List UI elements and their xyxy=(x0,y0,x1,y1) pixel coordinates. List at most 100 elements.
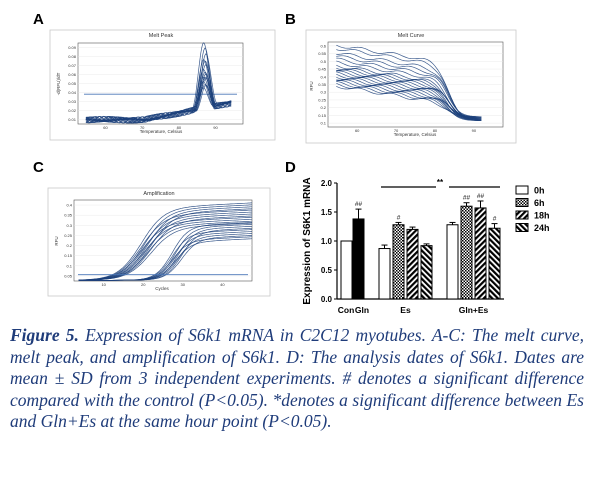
panel-d-legend-label: 24h xyxy=(534,223,550,233)
panel-b-ytick-label: 0.4 xyxy=(320,74,326,79)
panel-d-sig-label: ** xyxy=(437,178,444,187)
panel-b-ytick-label: 0.15 xyxy=(318,113,327,118)
panel-d-bar xyxy=(460,205,473,300)
panel-b-ylabel: RFU xyxy=(309,81,314,90)
panel-a-curve xyxy=(85,73,232,124)
panel-d-bar xyxy=(488,227,501,300)
panel-b-curve xyxy=(336,73,482,120)
panel-d-legend-swatch xyxy=(515,198,529,207)
panel-b-xtick-label: 60 xyxy=(355,128,360,133)
panel-c-curve xyxy=(78,220,252,281)
panel-c-ytick-label: 0.3 xyxy=(66,223,72,228)
panel-d-sig-mark: ## xyxy=(477,193,485,200)
panel-d-legend-label: 18h xyxy=(534,211,550,221)
panel-b-xtick-label: 70 xyxy=(394,128,399,133)
panel-d-bar xyxy=(392,224,405,300)
panel-c-xtick-label: 10 xyxy=(101,282,106,287)
panel-b-xtick-label: 80 xyxy=(433,128,438,133)
panel-letter-c: C xyxy=(33,159,44,176)
panel-a-curve xyxy=(85,78,232,124)
caption-text: Expression of S6k1 mRNA in C2C12 myotube… xyxy=(10,325,584,431)
panel-a-xlabel: Temperature, Celsius xyxy=(140,129,183,134)
panel-b: Melt Curve 0.6 0.55 0.5 0.45 0.4 0.35 0.3 0.25 0… xyxy=(305,29,517,144)
panel-c-ytick-label: 0.05 xyxy=(64,273,73,278)
panel-c-ytick-label: 0.4 xyxy=(66,203,72,208)
panel-b-xlabel: Temperature, Celsius xyxy=(394,132,437,137)
panel-d-bar xyxy=(420,245,433,300)
panel-d-bar xyxy=(340,240,353,300)
panel-d-sig-mark: # xyxy=(397,214,401,221)
panel-d-sig-mark: # xyxy=(493,216,497,223)
panel-b-ytick-label: 0.2 xyxy=(320,105,326,110)
panel-a-ytick-label: 0.09 xyxy=(68,45,77,50)
panel-d-legend-swatch xyxy=(515,185,529,195)
panel-d-group-label: Gln xyxy=(355,305,369,315)
panel-c-curve xyxy=(78,202,252,281)
panel-c-ylabel: RFU xyxy=(54,236,59,245)
panel-d-sig-mark: ## xyxy=(355,201,363,208)
figure: A B C D Melt Peak 0.09 0.08 0.07 0.06 0.05 0.… xyxy=(33,11,550,315)
panel-a-ytick-label: 0.03 xyxy=(68,99,77,104)
panel-c-title: Amplification xyxy=(143,191,174,197)
panel-d-ytick-label: 1.0 xyxy=(321,237,333,246)
panel-a-ytick-label: 0.08 xyxy=(68,54,77,59)
panel-c-xtick-label: 20 xyxy=(141,282,146,287)
panel-a-ytick-label: 0.05 xyxy=(68,81,77,86)
panel-b-curve xyxy=(336,82,482,119)
panel-d-ytick-label: 1.5 xyxy=(321,208,333,217)
panel-c-xtick-label: 30 xyxy=(181,282,186,287)
panel-c-curve xyxy=(78,238,253,281)
panel-b-ytick-label: 0.55 xyxy=(318,51,327,56)
panel-d-legend-swatch xyxy=(515,210,529,220)
panel-a-xtick-label: 70 xyxy=(140,125,145,130)
panel-letter-a: A xyxy=(33,11,44,28)
panel-d-bar xyxy=(378,248,391,300)
panel-a-title: Melt Peak xyxy=(149,33,174,39)
panel-d-ytick-label: 2.0 xyxy=(321,179,333,188)
panel-d-sig-mark: ## xyxy=(463,195,471,202)
panel-c-curve xyxy=(78,218,253,281)
panel-d-ylabel: Expression of S6K1 mRNA xyxy=(302,177,313,304)
panel-c-xtick-label: 40 xyxy=(220,282,225,287)
panel-letter-d: D xyxy=(285,159,296,176)
panel-d-group-label: Gln+Es xyxy=(459,305,489,315)
panel-d-ytick-label: 0.5 xyxy=(321,266,333,275)
panel-c-ytick-label: 0.1 xyxy=(66,263,72,268)
panel-b-ytick-label: 0.45 xyxy=(318,67,327,72)
panel-a-curve xyxy=(85,87,232,124)
panel-a-xtick-label: 80 xyxy=(177,125,182,130)
panel-b-ytick-label: 0.35 xyxy=(318,82,327,87)
panel-c-ytick-label: 0.25 xyxy=(64,233,73,238)
panel-d-legend-swatch xyxy=(515,223,529,232)
panel-c: Amplification 0.4 0.35 0.3 0.25 0.2 0.15 0.1 0.… xyxy=(47,187,271,297)
panel-b-ytick-label: 0.5 xyxy=(320,59,326,64)
panel-b-ytick-label: 0.25 xyxy=(318,97,327,102)
panel-c-ytick-label: 0.2 xyxy=(66,243,72,248)
panel-b-xtick-label: 90 xyxy=(472,128,477,133)
panel-b-title: Melt Curve xyxy=(398,33,425,39)
panel-c-curve xyxy=(78,216,252,281)
panel-b-curve xyxy=(336,69,482,118)
panel-letter-b: B xyxy=(285,11,296,28)
panel-b-curve xyxy=(336,80,482,121)
panel-a-ytick-label: 0.04 xyxy=(68,90,77,95)
panel-b-ytick-label: 0.6 xyxy=(320,43,326,48)
panel-b-curve xyxy=(336,85,482,118)
panel-b-curve xyxy=(336,57,482,118)
panel-b-ytick-label: 0.1 xyxy=(320,121,326,126)
panel-d-group-label: Con xyxy=(338,305,355,315)
panel-a-ylabel: -d(RFU)/dT xyxy=(56,72,61,95)
panel-d-ytick-label: 0.0 xyxy=(321,295,333,304)
panel-b-ytick-label: 0.3 xyxy=(320,90,326,95)
panel-d-bar xyxy=(474,207,487,300)
panel-a-ytick-label: 0.06 xyxy=(68,72,77,77)
panel-d-legend-label: 0h xyxy=(534,186,545,196)
panel-c-ytick-label: 0.35 xyxy=(64,213,73,218)
panel-a-xtick-label: 60 xyxy=(103,125,108,130)
panel-a-ytick-label: 0.02 xyxy=(68,108,77,113)
panel-a: Melt Peak 0.09 0.08 0.07 0.06 0.05 0.04 0.03 0.… xyxy=(49,29,276,141)
panel-c-curve xyxy=(78,222,253,281)
panel-a-xtick-label: 90 xyxy=(213,125,218,130)
figure-caption: Figure 5. Expression of S6k1 mRNA in C2C… xyxy=(10,325,584,433)
panel-c-xlabel: Cycles xyxy=(155,286,169,291)
